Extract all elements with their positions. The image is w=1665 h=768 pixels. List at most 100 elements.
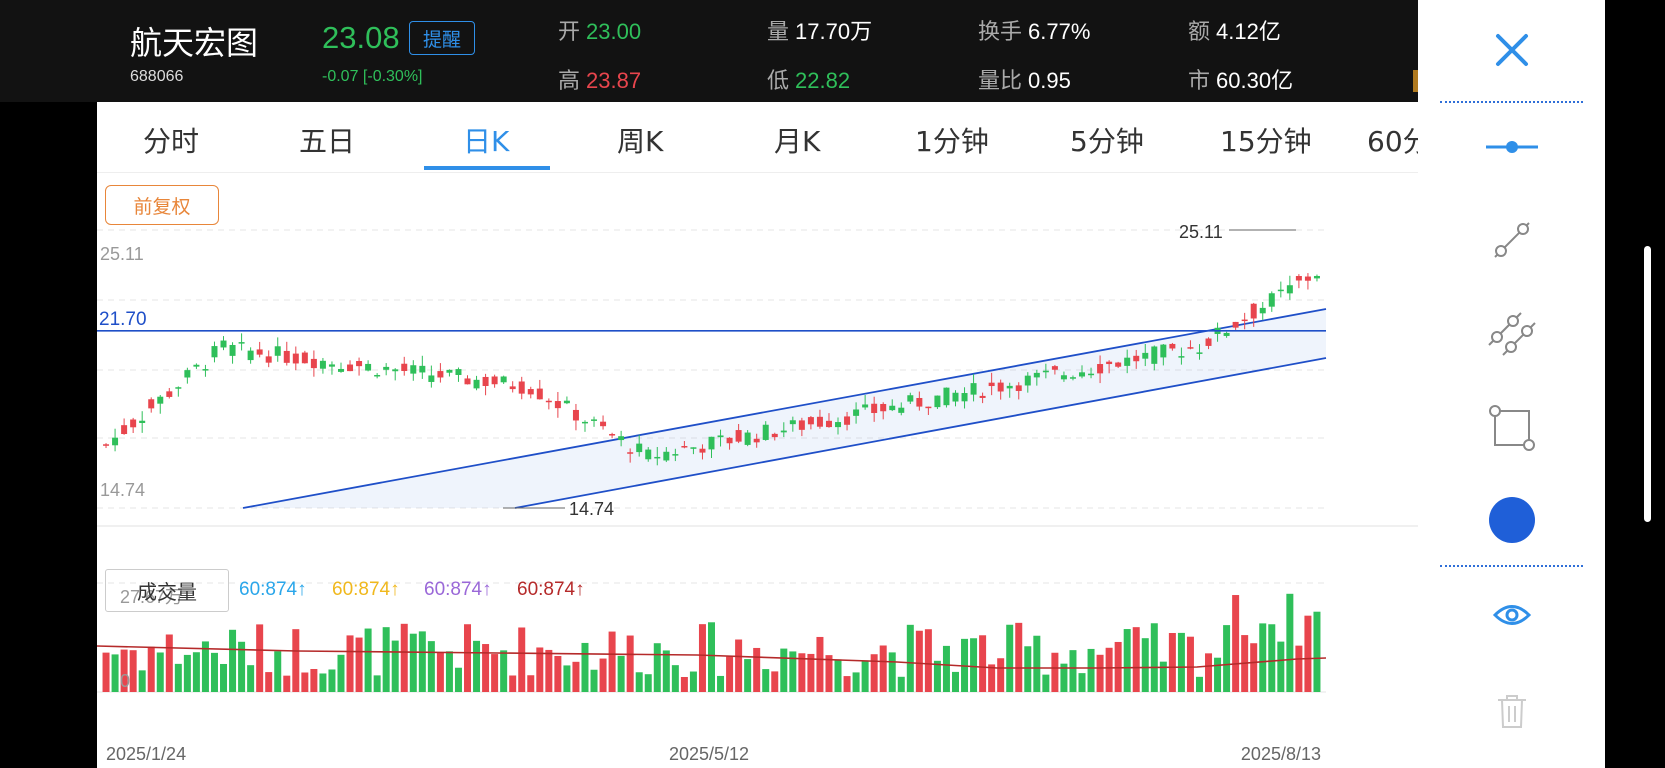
candle-body (193, 364, 200, 367)
tab-five-day[interactable]: 五日 (299, 125, 356, 158)
separator (1440, 565, 1583, 567)
volume-bar (1087, 648, 1095, 692)
candle-body (401, 363, 408, 371)
volume-bar (337, 654, 345, 692)
volume-bar (536, 647, 544, 692)
volume-bar (626, 635, 634, 692)
candle-body (1106, 361, 1113, 365)
tab-intraday[interactable]: 分时 (143, 125, 200, 158)
stat-value: 22.82 (795, 68, 851, 93)
candle-body (1277, 289, 1284, 292)
volume-bar (1132, 627, 1140, 692)
candle-body (365, 363, 372, 371)
volume-bar (1205, 653, 1213, 692)
volume-bar (391, 640, 399, 692)
volume-bar (870, 654, 878, 692)
volume-bar (572, 661, 580, 692)
volume-bar (1295, 645, 1303, 692)
volume-bar (355, 637, 363, 692)
candle-body (853, 409, 860, 416)
candle-body (247, 350, 254, 361)
drawing-toolbar (1418, 0, 1605, 768)
eye-icon[interactable] (1482, 585, 1542, 645)
color-dot-icon[interactable] (1482, 490, 1542, 550)
volume-bar (491, 654, 499, 692)
volume-bar (726, 656, 734, 692)
candle-body (157, 396, 164, 404)
parallel-channel-icon[interactable] (1482, 302, 1542, 362)
volume-bar (906, 624, 914, 692)
volume-bar (1078, 673, 1086, 692)
candle-body (961, 393, 968, 402)
volume-bar (653, 643, 661, 692)
candle-body (717, 435, 724, 438)
candle-body (220, 340, 227, 348)
candle-body (1232, 321, 1239, 328)
candle-body (473, 379, 480, 389)
volume-bar (1123, 629, 1131, 692)
candle-body (934, 395, 941, 408)
volume-bar (807, 653, 815, 692)
tab-daily-k[interactable]: 日K (463, 125, 510, 158)
candle-body (789, 420, 796, 425)
candle-body (356, 361, 363, 367)
volume-bar (364, 628, 372, 692)
candle-body (455, 369, 462, 375)
candle-body (871, 403, 878, 414)
candle-body (328, 364, 335, 367)
candle-body (464, 378, 471, 385)
volume-bar (662, 650, 670, 692)
candle-body (1160, 344, 1167, 358)
candle-body (319, 360, 326, 369)
candle-body (627, 452, 634, 454)
volume-bar (924, 629, 932, 692)
volume-bar (220, 663, 228, 692)
candle-body (383, 366, 390, 370)
candle-body (518, 381, 525, 394)
candle-body (238, 342, 245, 344)
candle-body (500, 376, 507, 383)
scrollbar[interactable] (1644, 246, 1651, 522)
tab-monthly-k[interactable]: 月K (774, 125, 821, 158)
min-label: 14.74 (569, 499, 614, 519)
candle-body (735, 430, 742, 442)
candle-body (283, 350, 290, 363)
tab-60-minute[interactable]: 60分钟 (1367, 125, 1418, 158)
stat-label: 额 (1188, 20, 1211, 45)
candle-body (1033, 372, 1040, 378)
ma-label-4: 60:874↑ (517, 579, 585, 600)
candle-body (970, 383, 977, 395)
volume-bar (789, 651, 797, 692)
candle-body (780, 430, 787, 433)
stat-value: 60.30亿 (1216, 68, 1294, 93)
trash-icon[interactable] (1482, 681, 1542, 741)
rectangle-icon[interactable] (1482, 398, 1542, 458)
tab-15-minute[interactable]: 15分钟 (1220, 125, 1312, 158)
horizontal-line-icon[interactable] (1482, 117, 1542, 177)
tab-1-minute[interactable]: 1分钟 (915, 125, 989, 158)
tab-5-minute[interactable]: 5分钟 (1070, 125, 1144, 158)
volume-bar (1277, 641, 1285, 692)
volume-indicator-button[interactable]: 成交量 (105, 569, 229, 612)
volume-bar (988, 664, 996, 692)
candle-body (1124, 357, 1131, 366)
candle-body (166, 391, 173, 397)
close-icon[interactable] (1482, 20, 1542, 80)
chart-area: 分时 五日 日K 周K 月K 1分钟 5分钟 15分钟 60分钟 前复权 21.… (97, 102, 1418, 768)
alert-button[interactable]: 提醒 (409, 21, 475, 55)
date-label: 2025/8/13 (1241, 744, 1321, 764)
segment-line-icon[interactable] (1482, 210, 1542, 270)
candle-body (563, 400, 570, 404)
stat-high: 高 23.87 (558, 63, 641, 95)
candle-body (437, 371, 444, 378)
candle-body (1178, 356, 1185, 358)
tab-weekly-k[interactable]: 周K (617, 125, 664, 158)
candle-body (925, 406, 932, 409)
volume-bar (1042, 674, 1050, 692)
candle-body (310, 358, 317, 369)
stat-label: 低 (767, 69, 790, 94)
kline-chart[interactable]: 21.70 25.11 14.74 25.11 14.74 27.67万 0 2025/1/2… (97, 102, 1418, 768)
candle-body (609, 434, 616, 436)
adjust-mode-button[interactable]: 前复权 (105, 185, 219, 225)
volume-bar (1313, 611, 1321, 692)
